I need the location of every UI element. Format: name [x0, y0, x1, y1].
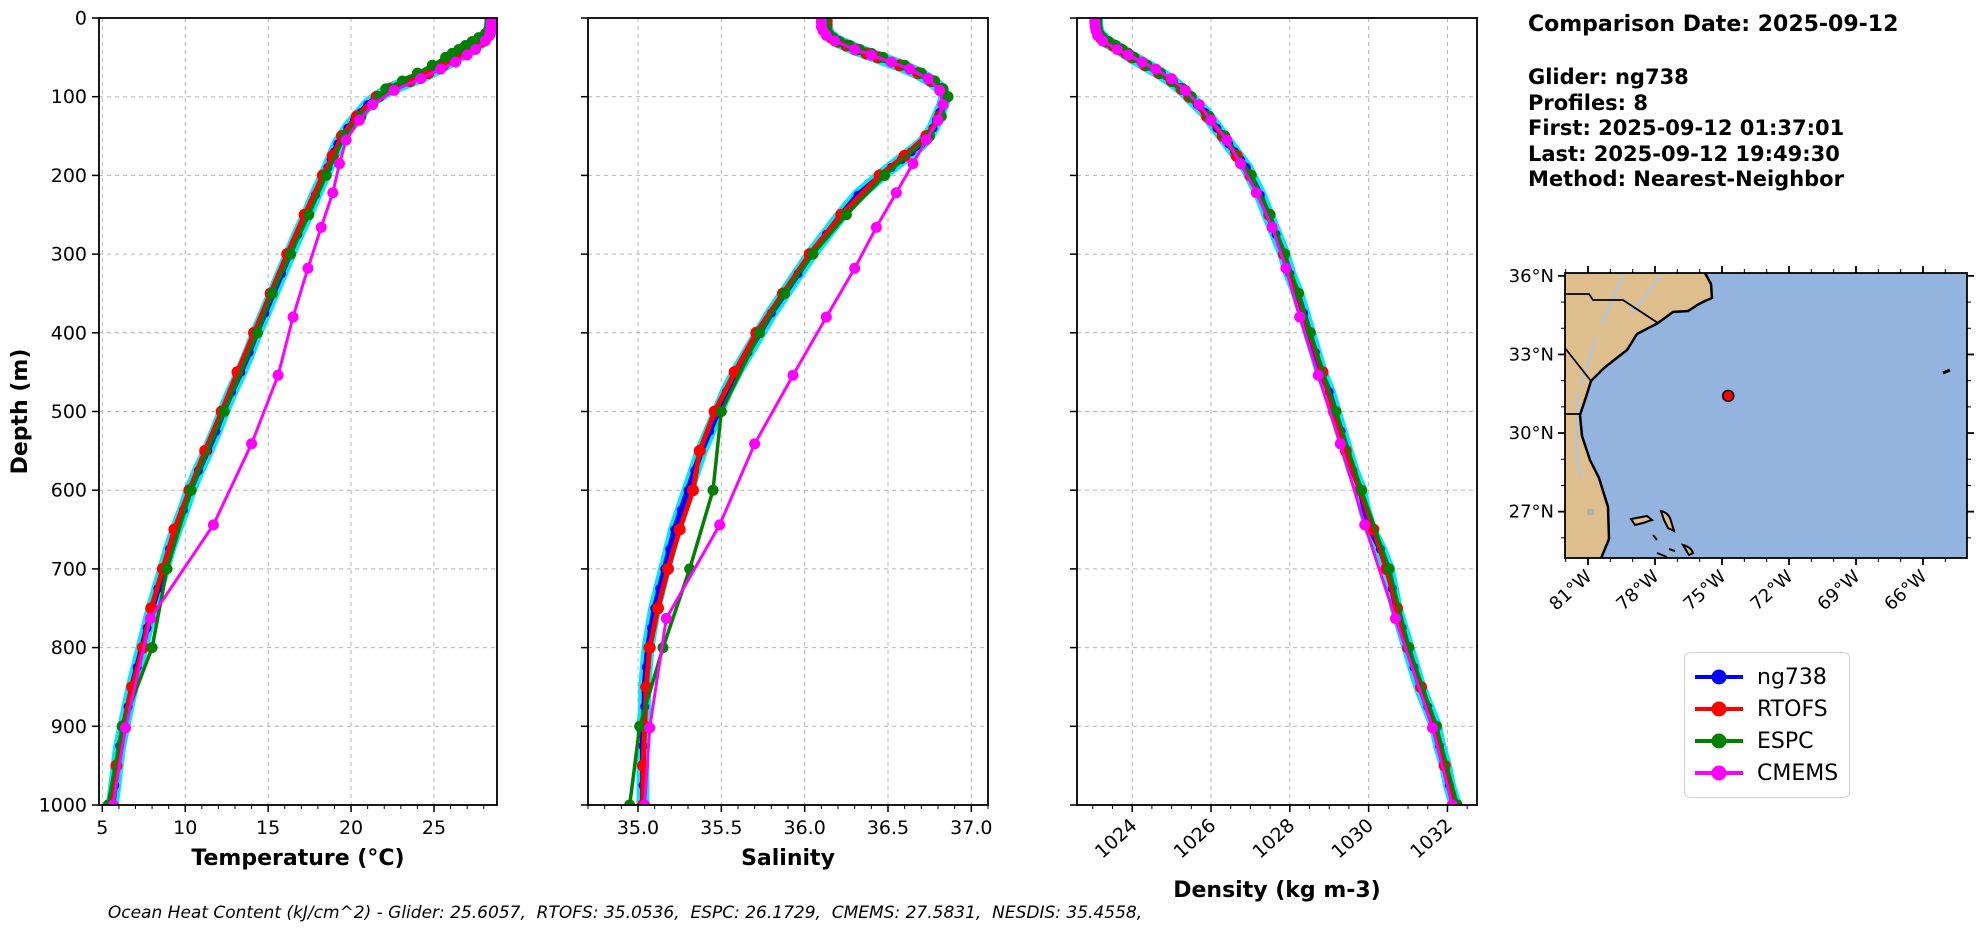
density-profile-xlabel: Density (kg m-3): [1173, 878, 1381, 903]
legend-line-sample: [1695, 733, 1743, 749]
map-land: [1565, 273, 1712, 558]
legend-item-cmems: CMEMS: [1693, 757, 1849, 789]
method-line: Method: Nearest-Neighbor: [1528, 167, 1844, 191]
svg-text:36.0: 36.0: [784, 817, 826, 839]
svg-text:1026: 1026: [1170, 814, 1221, 863]
gridlines: [99, 18, 497, 806]
salinity-profile-xlabel: Salinity: [741, 846, 835, 871]
svg-text:37.0: 37.0: [950, 817, 992, 839]
svg-text:36°N: 36°N: [1509, 266, 1554, 287]
map-state-borders: [1564, 293, 1659, 415]
svg-text:500: 500: [51, 401, 87, 423]
series-CMEMS: [1089, 18, 1458, 805]
legend-item-rtofs: RTOFS: [1693, 693, 1849, 725]
last-profile-line: Last: 2025-09-12 19:49:30: [1528, 141, 1840, 166]
axis-tick-labels: 35.0 35.5 36.0 36.5 37.0: [617, 817, 993, 839]
svg-text:1032: 1032: [1406, 814, 1457, 863]
svg-text:900: 900: [51, 716, 87, 738]
legend-line-sample: [1695, 701, 1743, 717]
series-CMEMS: [107, 18, 497, 805]
svg-text:27°N: 27°N: [1509, 502, 1554, 523]
legend-item-espc: ESPC: [1693, 725, 1849, 757]
map-frame: [1564, 272, 1968, 559]
legend-label: RTOFS: [1757, 696, 1828, 722]
axis-tick-labels: 5 10 15 20 25 0 100 200 300 400 500 600 700 800 900 100…: [39, 8, 446, 840]
svg-text:600: 600: [51, 480, 87, 502]
svg-text:1030: 1030: [1327, 814, 1378, 863]
svg-text:1000: 1000: [39, 795, 87, 817]
svg-text:0: 0: [75, 8, 87, 30]
map-rivers: [1575, 272, 1662, 479]
axis-ticks: [92, 17, 485, 812]
series-RTOFS: [1089, 18, 1461, 805]
density-profile-chart: 1024 1026 1028 1030 1032 Density (kg m-3): [1070, 17, 1478, 903]
comparison-date-title: Comparison Date: 2025-09-12: [1528, 12, 1899, 37]
legend-item-ng738: ng738: [1693, 661, 1849, 693]
svg-text:400: 400: [51, 322, 87, 344]
svg-text:20: 20: [339, 817, 363, 839]
svg-text:800: 800: [51, 637, 87, 659]
glider-id-line: Glider: ng738: [1528, 65, 1689, 89]
svg-text:36.5: 36.5: [867, 817, 909, 839]
depth-axis-label: Depth (m): [8, 349, 33, 475]
series-CMEMS: [639, 18, 949, 805]
legend: ng738 RTOFS ESPC CMEMS: [1684, 652, 1850, 798]
svg-text:30°N: 30°N: [1509, 423, 1554, 444]
ohc-footnote: Ocean Heat Content (kJ/cm^2) - Glider: 2…: [107, 903, 1143, 923]
axis-ticks: [581, 17, 989, 812]
legend-line-sample: [1695, 669, 1743, 685]
lake-okeechobee: [1587, 509, 1594, 515]
svg-text:33°N: 33°N: [1509, 344, 1554, 365]
gridlines: [588, 18, 988, 806]
series-layer: [1089, 18, 1463, 805]
profiles-count-line: Profiles: 8: [1528, 90, 1649, 115]
location-map: 36°N33°N30°N27°N81°W 78°W 75°W 72°W 69°W 66°W: [1509, 266, 1974, 615]
svg-text:100: 100: [51, 86, 87, 108]
series-ng738: [1090, 18, 1462, 805]
temperature-profile-xlabel: Temperature (°C): [191, 846, 404, 871]
svg-text:300: 300: [51, 244, 87, 266]
svg-text:25: 25: [422, 817, 446, 839]
salinity-profile-chart: 35.0 35.5 36.0 36.5 37.0 Salinity: [581, 17, 993, 871]
legend-label: CMEMS: [1757, 760, 1839, 786]
svg-text:1024: 1024: [1091, 814, 1142, 863]
legend-line-sample: [1695, 765, 1743, 781]
svg-text:5: 5: [96, 817, 108, 839]
axis-tick-labels: 1024 1026 1028 1030 1032: [1091, 814, 1457, 863]
map-coastline: [1578, 272, 1714, 559]
legend-label: ESPC: [1757, 728, 1814, 754]
glider-location-marker: [1722, 389, 1735, 403]
axis-ticks: [1070, 17, 1468, 812]
svg-text:15: 15: [256, 817, 280, 839]
legend-label: ng738: [1757, 664, 1827, 690]
svg-text:700: 700: [51, 558, 87, 580]
comparison-info-block: Comparison Date: 2025-09-12 Glider: ng73…: [1528, 12, 1898, 193]
first-profile-line: First: 2025-09-12 01:37:01: [1528, 116, 1845, 140]
map-bahamas-islands: [1629, 509, 1695, 558]
temperature-profile-chart: 5 10 15 20 25 0 100 200 300 400 500 600 700 800 900 100…: [8, 8, 498, 871]
series-layer: [102, 18, 497, 805]
svg-text:35.0: 35.0: [617, 817, 659, 839]
series-layer: [624, 18, 954, 805]
svg-text:35.5: 35.5: [700, 817, 742, 839]
map-bermuda: [1942, 368, 1951, 375]
svg-text:1028: 1028: [1248, 814, 1299, 863]
svg-text:10: 10: [173, 817, 197, 839]
svg-text:200: 200: [51, 165, 87, 187]
